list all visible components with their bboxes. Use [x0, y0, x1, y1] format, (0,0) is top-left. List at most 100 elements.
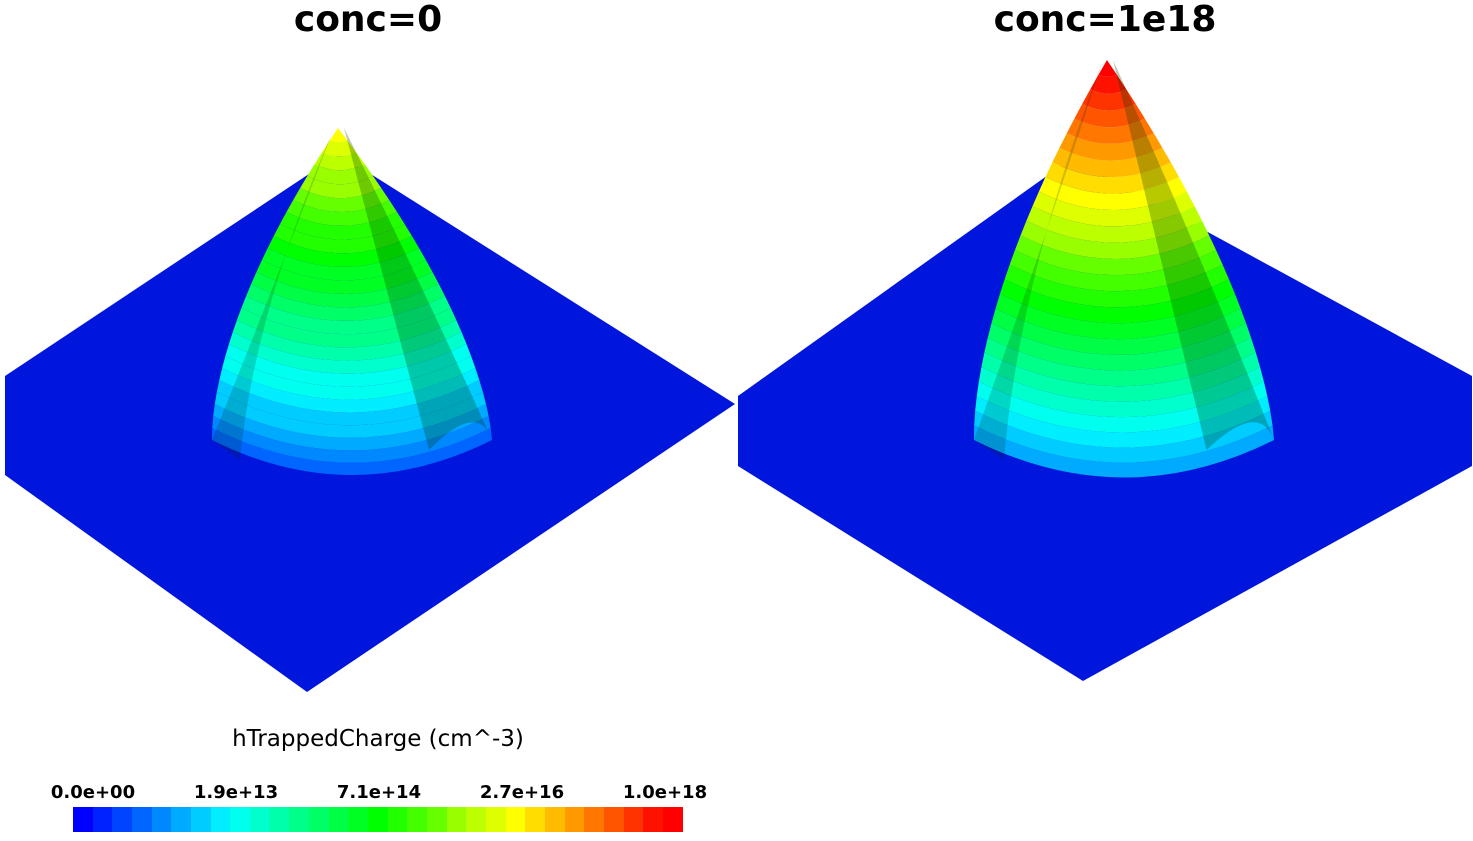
surface-band	[222, 356, 476, 400]
color-scale-swatch	[269, 807, 290, 832]
color-scale-swatch	[584, 807, 605, 832]
surface-shadow	[1113, 60, 1274, 450]
surface-band	[322, 140, 356, 157]
surface-band	[213, 404, 489, 451]
surface-band	[978, 366, 1264, 418]
surface-band	[975, 396, 1271, 448]
color-scale-swatch	[289, 807, 310, 832]
right-view-title: conc=1e18	[993, 0, 1217, 40]
color-scale-swatch	[132, 807, 152, 832]
surface-band	[974, 410, 1273, 463]
color-scale-swatch	[623, 807, 644, 832]
color-scale-swatch	[407, 807, 428, 832]
surface-band	[984, 337, 1256, 387]
surface-band	[995, 293, 1241, 340]
left-peak-surface	[212, 128, 492, 475]
surface-shadow	[212, 128, 334, 460]
color-scale-swatch	[486, 807, 506, 832]
color-scale-swatch	[663, 807, 683, 832]
surface-band	[1014, 235, 1217, 276]
surface-band	[219, 368, 480, 413]
surface-band	[273, 224, 412, 254]
surface-band	[1052, 147, 1171, 178]
color-scale-swatch	[230, 807, 251, 832]
color-scale-swatch	[309, 807, 329, 832]
color-scale-swatch	[348, 807, 369, 832]
color-scale-swatch	[171, 807, 192, 832]
surface-band	[999, 279, 1235, 324]
surface-band	[1090, 74, 1127, 94]
surface-band	[987, 323, 1252, 371]
surface-band	[267, 236, 420, 267]
color-scale-swatch	[643, 807, 664, 832]
right-surface-plot	[738, 60, 1472, 681]
right-peak-surface	[974, 60, 1274, 478]
surface-band	[228, 332, 467, 374]
left-surface-plot	[5, 128, 735, 692]
surface-band	[216, 380, 483, 426]
surface-band	[225, 344, 472, 387]
surface-band	[1059, 133, 1163, 161]
surface-band	[241, 296, 451, 335]
color-scale-swatch	[112, 807, 133, 832]
color-scale-swatch	[427, 807, 447, 832]
legend-tick-label: 1.9e+13	[193, 782, 279, 803]
surface-band	[976, 381, 1268, 433]
color-scale-swatch	[387, 807, 408, 832]
surface-band	[236, 308, 457, 348]
surface-band	[1004, 264, 1229, 308]
surface-band	[300, 176, 382, 199]
surface-band	[307, 164, 373, 185]
surface-band	[1074, 103, 1145, 128]
legend-tick-label: 7.1e+14	[336, 782, 422, 803]
color-scale-swatch	[525, 807, 546, 832]
surface-band	[330, 128, 348, 143]
right-view: conc=1e18	[737, 0, 1473, 700]
surface-band	[1038, 176, 1187, 211]
left-view-title: conc=0	[293, 0, 443, 40]
surface-band	[232, 320, 462, 361]
legend-tick-label: 0.0e+00	[50, 782, 136, 803]
surface-band	[280, 212, 405, 240]
surface-band	[212, 428, 492, 475]
surface-band	[1045, 162, 1179, 194]
color-scale-swatch	[328, 807, 349, 832]
surface-shadow	[344, 128, 492, 450]
legend-tick-label: 2.7e+16	[479, 782, 565, 803]
surface-band	[256, 260, 433, 295]
surface-band	[286, 200, 398, 226]
color-scale-swatch	[151, 807, 172, 832]
color-scale-swatch	[191, 807, 211, 832]
surface-band	[1026, 206, 1202, 243]
color-scale-bar	[73, 807, 683, 832]
surface-band	[214, 392, 486, 438]
surface-band	[1009, 250, 1223, 292]
color-scale-swatch	[505, 807, 526, 832]
legend-tick-label: 1.0e+18	[622, 782, 708, 803]
color-scale-swatch	[466, 807, 487, 832]
surface-band	[981, 352, 1261, 402]
surface-band	[261, 248, 426, 281]
color-scale-swatch	[446, 807, 467, 832]
surface-band	[246, 284, 445, 321]
color-scale-swatch	[564, 807, 585, 832]
surface-band	[1020, 220, 1210, 259]
color-scale-swatch	[250, 807, 270, 832]
surface-band	[1066, 118, 1154, 144]
color-scale-swatch	[604, 807, 624, 832]
surface-band	[1032, 191, 1195, 227]
surface-shadow	[974, 60, 1103, 460]
surface-band	[1098, 60, 1117, 77]
legend-title: hTrappedCharge (cm^-3)	[232, 726, 524, 752]
color-scale-swatch	[92, 807, 113, 832]
color-scale-swatch	[545, 807, 565, 832]
color-scale-swatch	[368, 807, 388, 832]
left-view: conc=0	[0, 0, 736, 700]
surface-band	[991, 308, 1247, 355]
surface-band	[293, 188, 390, 212]
color-scale-swatch	[73, 807, 93, 832]
surface-band	[1082, 89, 1136, 111]
color-scale-swatch	[210, 807, 231, 832]
surface-band	[974, 425, 1274, 478]
surface-band	[314, 152, 365, 171]
